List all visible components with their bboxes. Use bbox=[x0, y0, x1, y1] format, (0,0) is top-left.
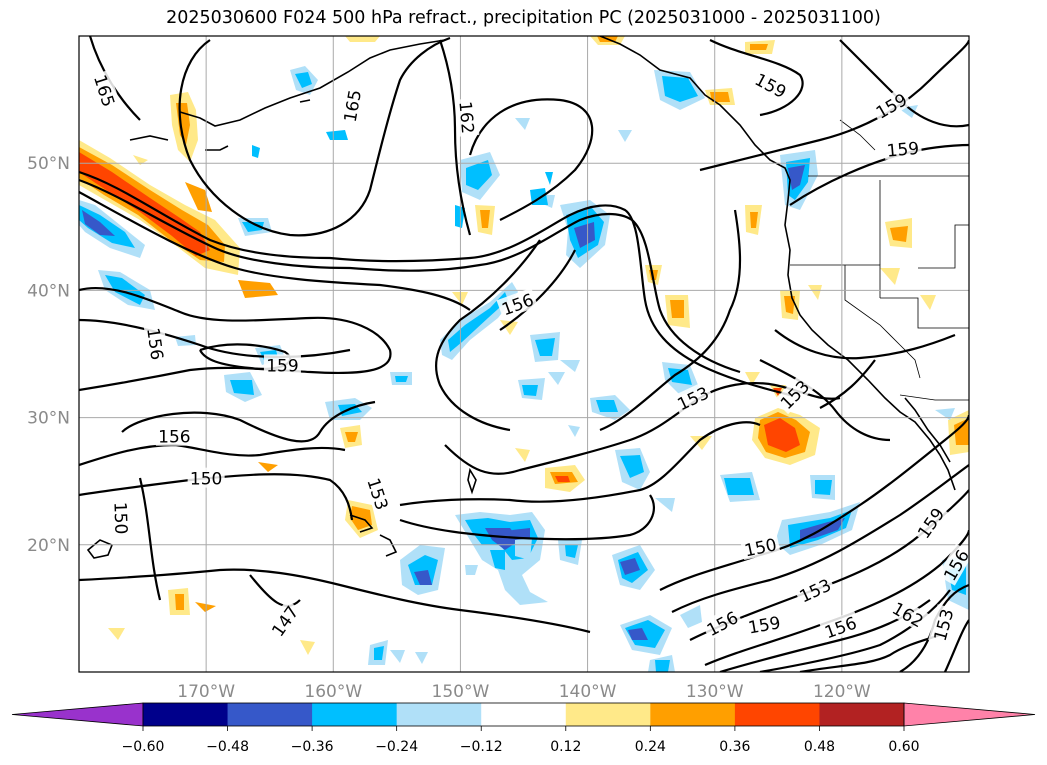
colorbar-segment bbox=[227, 703, 313, 726]
colorbar: −0.60 −0.48 −0.36 −0.24 −0.12 0.12 0.24 0.36 0.4… bbox=[11, 702, 1036, 755]
coastlines bbox=[86, 36, 956, 559]
lon-tick-label: 170°W bbox=[177, 682, 235, 702]
contour-label-bg bbox=[456, 98, 480, 137]
contour-label: 156 bbox=[142, 323, 169, 364]
contour-label-text: 162 bbox=[454, 100, 477, 134]
lat-tick-label: 20°N bbox=[27, 536, 70, 556]
contour-label-bg bbox=[937, 543, 969, 586]
contour-label: 159 bbox=[883, 136, 923, 162]
contour-label-bg bbox=[700, 605, 743, 641]
contour-label-text: 159 bbox=[266, 356, 298, 376]
lat-tick-label: 40°N bbox=[27, 281, 70, 301]
contour-label-bg bbox=[111, 499, 133, 537]
colorbar-segment bbox=[143, 703, 229, 726]
contour-label-text: 150 bbox=[109, 502, 130, 535]
contour-label-bg bbox=[90, 69, 121, 112]
contour-label: 162 bbox=[454, 98, 480, 137]
colorbar-tick-label: −0.48 bbox=[206, 739, 249, 755]
colorbar-tick-label: 0.24 bbox=[635, 739, 666, 755]
contour-label-bg bbox=[883, 136, 923, 160]
contour-label-bg bbox=[338, 85, 365, 126]
contour-label-bg bbox=[363, 472, 394, 515]
contour-label-bg bbox=[496, 287, 539, 320]
longitude-labels: 170°W 160°W 150°W 140°W 130°W 120°W bbox=[177, 682, 871, 702]
contour-label-bg bbox=[887, 595, 930, 632]
colorbar-extend-low bbox=[11, 702, 144, 727]
contour-label: 150 bbox=[109, 499, 133, 537]
contour-label-text: 159 bbox=[886, 139, 920, 162]
colorbar-tick-label: 0.36 bbox=[719, 739, 750, 755]
map-background bbox=[79, 36, 969, 672]
lon-tick-label: 130°W bbox=[686, 682, 744, 702]
colorbar-frame bbox=[142, 702, 905, 727]
contour-label: 150 bbox=[187, 467, 225, 490]
contour-label-bg bbox=[671, 380, 714, 415]
colorbar-segment bbox=[650, 703, 736, 726]
colorbar-tick-label: 0.48 bbox=[804, 739, 835, 755]
contour-label-bg bbox=[869, 87, 912, 124]
colorbar-tick-label: −0.12 bbox=[460, 739, 503, 755]
contour-label-bg bbox=[819, 610, 862, 643]
colorbar-tick-label: −0.24 bbox=[375, 739, 418, 755]
contour-label: 156 bbox=[155, 425, 193, 448]
lat-tick-label: 30°N bbox=[27, 409, 70, 429]
lon-tick-label: 150°W bbox=[432, 682, 490, 702]
contour-label: 159 bbox=[263, 354, 301, 376]
precipitation-shading bbox=[79, 36, 969, 672]
colorbar-segment bbox=[819, 703, 905, 726]
lat-tick-label: 50°N bbox=[27, 154, 70, 174]
contour-label-bg bbox=[263, 354, 301, 375]
contour-label-bg bbox=[928, 604, 958, 646]
contour-label-bg bbox=[744, 610, 785, 638]
latitude-labels: 50°N 40°N 30°N 20°N bbox=[27, 154, 70, 556]
colorbar-tick-label: 0.60 bbox=[888, 739, 919, 755]
contour-label-bg bbox=[750, 67, 793, 103]
colorbar-extend-high bbox=[903, 702, 1036, 727]
contour-label-bg bbox=[740, 532, 781, 560]
colorbar-segment bbox=[396, 703, 482, 726]
contour-label-bg bbox=[143, 323, 169, 364]
contour-label-bg bbox=[773, 373, 815, 415]
colorbar-tick-label: 0.12 bbox=[550, 739, 581, 755]
contour-label-bg bbox=[187, 467, 225, 488]
contour-label-text: 156 bbox=[158, 428, 190, 448]
contour-label: 165 bbox=[338, 85, 366, 126]
contour-label-text: 150 bbox=[190, 470, 222, 490]
colorbar-segment bbox=[565, 703, 651, 726]
lon-tick-label: 120°W bbox=[813, 682, 871, 702]
colorbar-tick-label: −0.36 bbox=[291, 739, 334, 755]
contour-label-bg bbox=[155, 425, 193, 446]
contour-label: 153 bbox=[362, 472, 394, 515]
map-frame bbox=[78, 35, 970, 673]
lon-tick-label: 140°W bbox=[559, 682, 617, 702]
colorbar-tick-label: −0.60 bbox=[122, 739, 165, 755]
contour-label-bg bbox=[911, 501, 949, 544]
political-borders bbox=[790, 119, 969, 401]
colorbar-segment bbox=[481, 703, 567, 726]
lon-tick-label: 160°W bbox=[304, 682, 362, 702]
contour-label-text: 156 bbox=[142, 327, 166, 362]
figure-title: 2025030600 F024 500 hPa refract., precip… bbox=[166, 8, 881, 28]
contour-label-bg bbox=[265, 599, 303, 642]
colorbar-segment bbox=[734, 703, 820, 726]
contour-label-bg bbox=[793, 572, 836, 607]
colorbar-segment bbox=[312, 703, 398, 726]
